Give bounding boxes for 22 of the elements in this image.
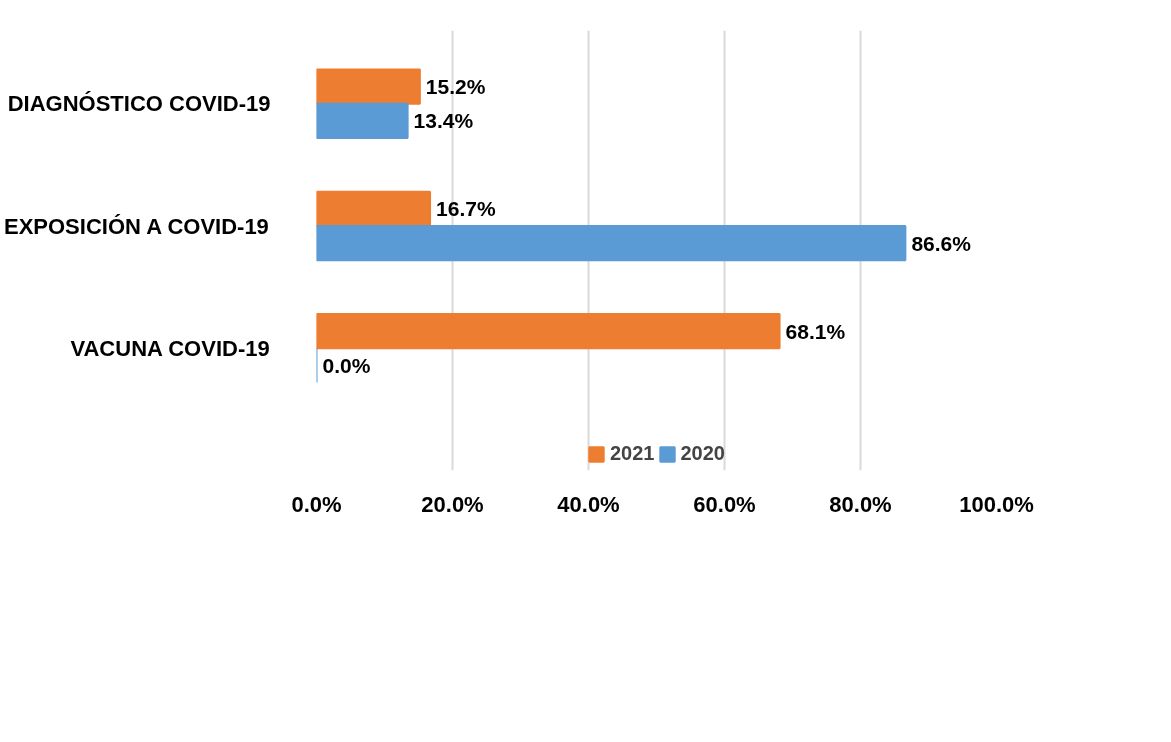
y-tick-label: VACUNA COVID-19 xyxy=(70,335,270,361)
legend-label: 2021 xyxy=(610,442,655,465)
bar xyxy=(316,102,409,140)
y-tick-label: EXPOSICIÓN A COVID-19 xyxy=(4,213,269,239)
data-label: 13.4% xyxy=(413,109,474,133)
x-tick-label: 80.0% xyxy=(829,491,892,517)
x-tick-label: 60.0% xyxy=(693,491,756,517)
x-tick-label: 0.0% xyxy=(291,491,342,517)
data-label: 68.1% xyxy=(785,319,846,343)
y-tick-label: DIAGNÓSTICO COVID-19 xyxy=(7,91,271,117)
data-label: 86.6% xyxy=(911,231,972,255)
x-tick-label: 20.0% xyxy=(421,491,484,517)
bar xyxy=(316,190,432,228)
data-label: 0.0% xyxy=(322,353,371,377)
x-tick-label: 100.0% xyxy=(959,491,1034,517)
bar xyxy=(316,225,907,262)
legend-label: 2020 xyxy=(680,442,725,465)
bar xyxy=(316,313,781,350)
x-tick-label: 40.0% xyxy=(557,491,620,517)
data-label: 16.7% xyxy=(436,197,496,221)
data-label: 15.2% xyxy=(425,75,486,99)
bar xyxy=(316,68,421,105)
